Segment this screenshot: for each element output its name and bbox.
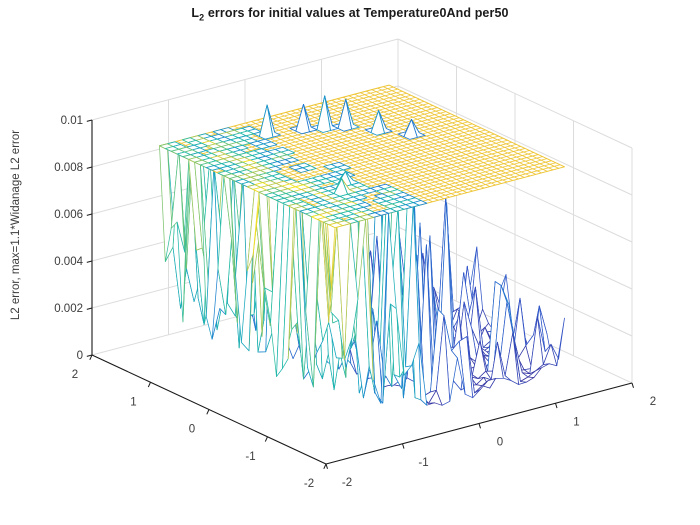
- spikes-above-plane: [159, 95, 428, 229]
- tick-label: 0.004: [54, 256, 83, 268]
- tick-label: 0.008: [54, 162, 83, 174]
- title-subscript: 2: [199, 12, 205, 23]
- tick-label: 0.002: [54, 303, 83, 315]
- tick-label: 1: [573, 416, 579, 428]
- tick-label: -1: [418, 457, 428, 469]
- tick-label: -2: [304, 478, 314, 490]
- error-mesh-surface: [159, 95, 565, 406]
- tick-label: -2: [342, 477, 352, 489]
- tick-labels: 2 -2 1 -1 0 0 -1 1 -2 2 0 0.002 0.004 0.006 0.008 0.01: [54, 115, 656, 490]
- tick-label: 2: [72, 369, 78, 381]
- title-rest: errors for initial values at Temperature…: [204, 6, 509, 20]
- tick-label: 0.006: [54, 209, 83, 221]
- axes: [86, 119, 634, 470]
- tick-label: 0: [189, 424, 195, 436]
- title-prefix: L: [191, 6, 200, 20]
- z-axis-label: L2 error, max=1.1*Widanage L2 error: [10, 129, 22, 321]
- chart-title: L2 errors for initial values at Temperat…: [0, 6, 700, 23]
- tick-label: 1: [130, 396, 136, 408]
- tick-label: 2: [650, 396, 656, 408]
- tick-label: 0: [77, 350, 83, 362]
- tick-label: -1: [245, 451, 255, 463]
- tick-label: 0: [497, 437, 503, 449]
- tick-label: 0.01: [61, 115, 83, 127]
